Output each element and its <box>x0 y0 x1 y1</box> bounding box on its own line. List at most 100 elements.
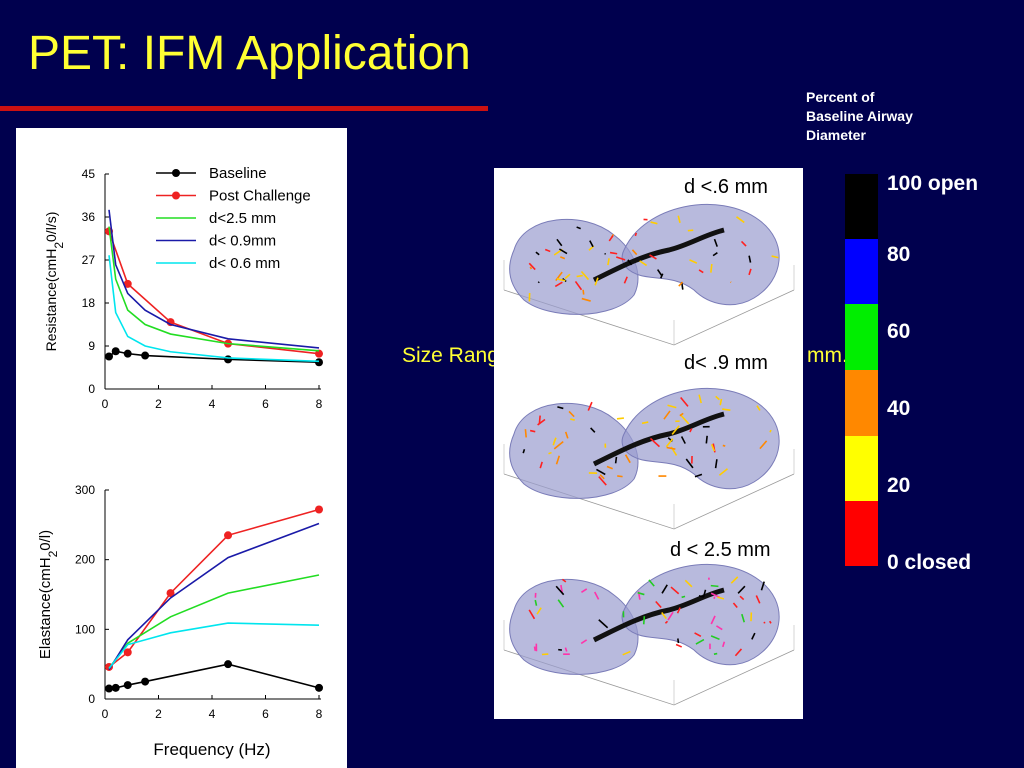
airway-branch <box>759 440 768 450</box>
airway-branch <box>606 465 613 470</box>
color-seg-100 <box>845 174 878 239</box>
data-point <box>224 531 233 540</box>
airway-branch <box>677 638 680 644</box>
airway-branch <box>594 591 600 600</box>
data-point <box>111 683 120 692</box>
airway-branch <box>557 599 565 608</box>
series-line <box>108 508 320 668</box>
airway-branch <box>736 216 745 224</box>
airway-branch <box>713 652 718 655</box>
data-point <box>105 684 114 693</box>
airway-branch <box>680 414 690 425</box>
airway-branch <box>544 248 551 253</box>
series-line <box>108 226 320 352</box>
airway-branch <box>560 256 566 260</box>
airway-branch <box>740 240 747 247</box>
airway-branch <box>649 254 657 260</box>
lung-right-lobe <box>621 563 780 666</box>
x-tick-label: 4 <box>209 397 216 411</box>
x-tick-label: 2 <box>155 397 162 411</box>
airway-branch <box>616 256 626 261</box>
x-tick-label: 0 <box>102 397 109 411</box>
airway-branch <box>656 269 663 276</box>
y-tick-label: 18 <box>82 296 96 310</box>
trachea-branch <box>592 411 725 467</box>
airway-branch <box>529 266 533 270</box>
airway-branch <box>698 394 702 404</box>
airway-branch <box>676 607 681 614</box>
airway-branch <box>554 281 563 288</box>
airway-branch <box>660 273 664 279</box>
airway-branch <box>760 581 765 591</box>
y-tick-label: 200 <box>75 553 95 567</box>
y-tick-label: 0 <box>88 382 95 396</box>
airway-branch <box>713 238 718 247</box>
airway-branch <box>680 436 686 444</box>
airway-branch <box>715 395 720 401</box>
scale-label-100: 100 open <box>887 172 979 195</box>
y-tick-label: 0 <box>88 692 95 706</box>
airway-branch <box>548 451 552 455</box>
airway-branch <box>555 271 563 282</box>
data-point <box>105 352 114 361</box>
scale-label-20: 20 <box>887 474 911 497</box>
scale-label-40: 40 <box>887 397 911 420</box>
airway-branch <box>751 632 756 640</box>
charts-panel: 0 2 4 6 8 0 9 18 27 36 45 Resistance(cmH20/l/s) Base… <box>16 128 347 768</box>
airway-branch <box>556 278 566 282</box>
airway-branch <box>737 585 746 594</box>
airway-branch <box>667 404 677 409</box>
airway-branch <box>576 226 581 230</box>
legend-label: d<2.5 mm <box>209 210 276 227</box>
airway-branch <box>705 435 708 444</box>
x-tick-label: 8 <box>316 707 323 721</box>
airway-branch <box>631 249 638 256</box>
airway-branch <box>570 418 575 421</box>
y-tick-label: 27 <box>82 253 96 267</box>
airway-branch <box>582 289 585 295</box>
lung-base-grid <box>503 444 795 529</box>
data-point <box>166 589 175 598</box>
y-axis-label: Elastance(cmH20/l) <box>37 530 60 659</box>
airway-branch <box>557 406 564 410</box>
airway-branch <box>694 632 702 638</box>
color-seg-40 <box>845 370 878 436</box>
airway-branch <box>678 281 684 287</box>
airway-branch <box>529 429 536 433</box>
lung-label-0.9mm: d< .9 mm <box>682 352 770 375</box>
data-point <box>141 677 150 686</box>
legend-label: Post Challenge <box>209 188 311 205</box>
airway-branch <box>698 594 705 598</box>
scale-label-80: 80 <box>887 243 911 266</box>
airway-branch <box>677 215 681 223</box>
airway-branch <box>608 235 614 242</box>
data-point <box>123 349 132 358</box>
airway-branch <box>634 232 638 237</box>
airway-branch <box>555 585 565 596</box>
airway-branch <box>666 446 676 450</box>
data-point <box>315 349 323 358</box>
legend-title-line: Baseline Airway <box>806 108 913 124</box>
airway-branch <box>528 262 536 271</box>
airway-branch <box>524 429 527 438</box>
airway-branch <box>539 461 543 469</box>
data-point <box>315 358 323 367</box>
airway-branch <box>667 611 674 621</box>
lung-images-panel: d <.6 mm d< .9 mm d < 2.5 mm <box>494 168 803 719</box>
airway-branch <box>581 297 591 302</box>
airway-branch <box>617 475 623 478</box>
airway-branch <box>741 613 746 623</box>
airway-branch <box>695 638 705 645</box>
data-point <box>123 279 132 288</box>
airway-branch <box>739 595 745 601</box>
lung-left-lobe <box>509 402 639 499</box>
airway-branch <box>755 595 761 604</box>
x-tick-label: 6 <box>262 707 269 721</box>
x-tick-label: 2 <box>155 707 162 721</box>
lung-right-lobe <box>621 387 780 490</box>
airway-branch <box>649 437 660 448</box>
airway-branch <box>624 454 631 464</box>
airway-branch <box>665 438 674 448</box>
airway-branch <box>642 616 646 625</box>
airway-branch <box>590 427 596 433</box>
